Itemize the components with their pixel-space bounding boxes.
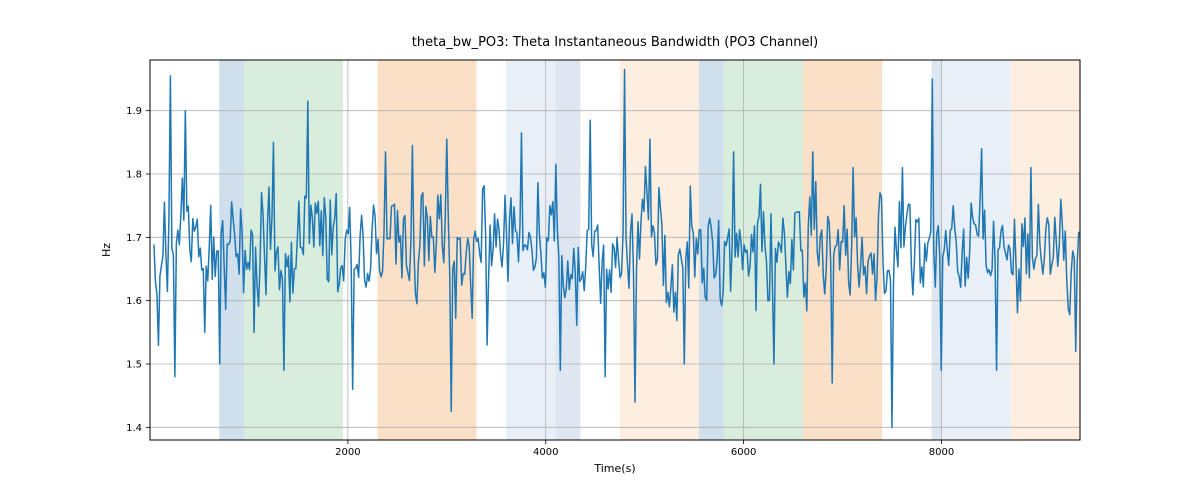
x-tick-label: 6000: [731, 447, 756, 458]
band: [244, 60, 343, 440]
band: [506, 60, 555, 440]
band: [803, 60, 882, 440]
x-tick-label: 8000: [929, 447, 954, 458]
band: [378, 60, 477, 440]
chart-title: theta_bw_PO3: Theta Instantaneous Bandwi…: [412, 35, 818, 50]
band: [941, 60, 1010, 440]
x-axis-label: Time(s): [593, 462, 635, 475]
y-tick-label: 1.5: [126, 360, 142, 371]
chart-svg: 2000 4000 6000 8000 1.4 1.5 1.6 1.7 1.8 1.9 Time(s…: [0, 0, 1200, 500]
x-tick-label: 2000: [335, 447, 360, 458]
chart-container: 2000 4000 6000 8000 1.4 1.5 1.6 1.7 1.8 1.9 Time(s…: [0, 0, 1200, 500]
y-tick-label: 1.6: [126, 296, 142, 307]
y-axis-label: Hz: [100, 243, 113, 257]
x-tick-label: 4000: [533, 447, 558, 458]
y-tick-label: 1.4: [126, 423, 142, 434]
band: [699, 60, 724, 440]
band: [556, 60, 581, 440]
y-tick-label: 1.9: [126, 106, 142, 117]
y-tick-label: 1.8: [126, 170, 142, 181]
y-tick-label: 1.7: [126, 233, 142, 244]
